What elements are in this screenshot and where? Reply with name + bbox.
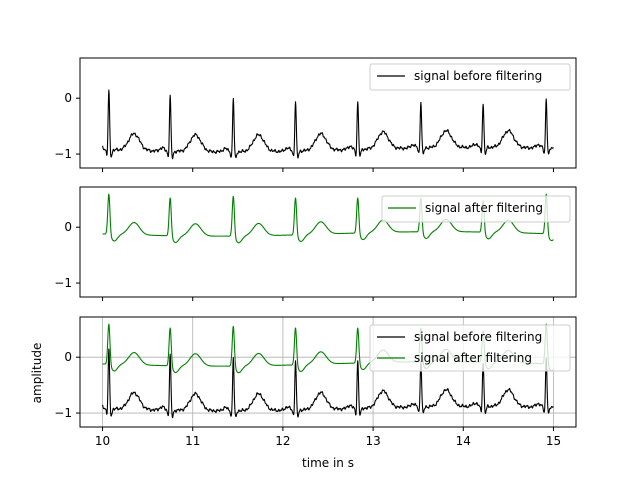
bottom-panel: time in s amplitude 0 −1 10 11 12 13 14 15 sign… bbox=[30, 316, 577, 470]
top-panel-plot-area bbox=[102, 89, 554, 160]
series-line-2-0 bbox=[102, 348, 554, 419]
bottom-legend-label-after: signal after filtering bbox=[414, 351, 532, 365]
top-panel-legend: signal before filtering bbox=[369, 63, 571, 91]
y-tick-label-0-0: 0 bbox=[64, 91, 72, 105]
middle-panel-plot-area bbox=[102, 193, 554, 244]
series-line-1-0 bbox=[102, 193, 554, 244]
middle-legend-label-after: signal after filtering bbox=[425, 201, 543, 215]
middle-legend-box bbox=[381, 195, 571, 223]
y-axis-label: amplitude bbox=[30, 343, 44, 404]
x-tick-label-0: 10 bbox=[95, 434, 110, 448]
bottom-legend-box bbox=[369, 324, 571, 372]
middle-panel: 0 −1 signal after filtering bbox=[54, 186, 577, 301]
x-tick-label-5: 15 bbox=[546, 434, 561, 448]
series-line-0-0 bbox=[102, 89, 554, 160]
x-tick-label-4: 14 bbox=[456, 434, 471, 448]
middle-panel-legend: signal after filtering bbox=[381, 195, 571, 223]
x-axis-label: time in s bbox=[302, 456, 354, 470]
bottom-panel-legend: signal before filtering signal after fil… bbox=[369, 324, 571, 372]
x-tick-label-3: 13 bbox=[365, 434, 380, 448]
axes-frame-1 bbox=[79, 186, 577, 298]
axes-frame-2 bbox=[79, 316, 577, 428]
x-tick-label-1: 11 bbox=[185, 434, 200, 448]
bottom-legend-label-before: signal before filtering bbox=[414, 330, 542, 344]
x-tick-label-2: 12 bbox=[275, 434, 290, 448]
top-legend-label-before: signal before filtering bbox=[414, 69, 542, 83]
y-tick-label-1-0: 0 bbox=[64, 220, 72, 234]
y-tick-label-2-0: 0 bbox=[64, 350, 72, 364]
y-tick-label-1-1: −1 bbox=[54, 276, 72, 290]
top-legend-box bbox=[369, 63, 571, 91]
top-panel: 0 −1 signal before filtering bbox=[54, 57, 577, 172]
y-tick-label-0-1: −1 bbox=[54, 147, 72, 161]
y-tick-label-2-1: −1 bbox=[54, 406, 72, 420]
axes-frame-0 bbox=[79, 57, 577, 169]
